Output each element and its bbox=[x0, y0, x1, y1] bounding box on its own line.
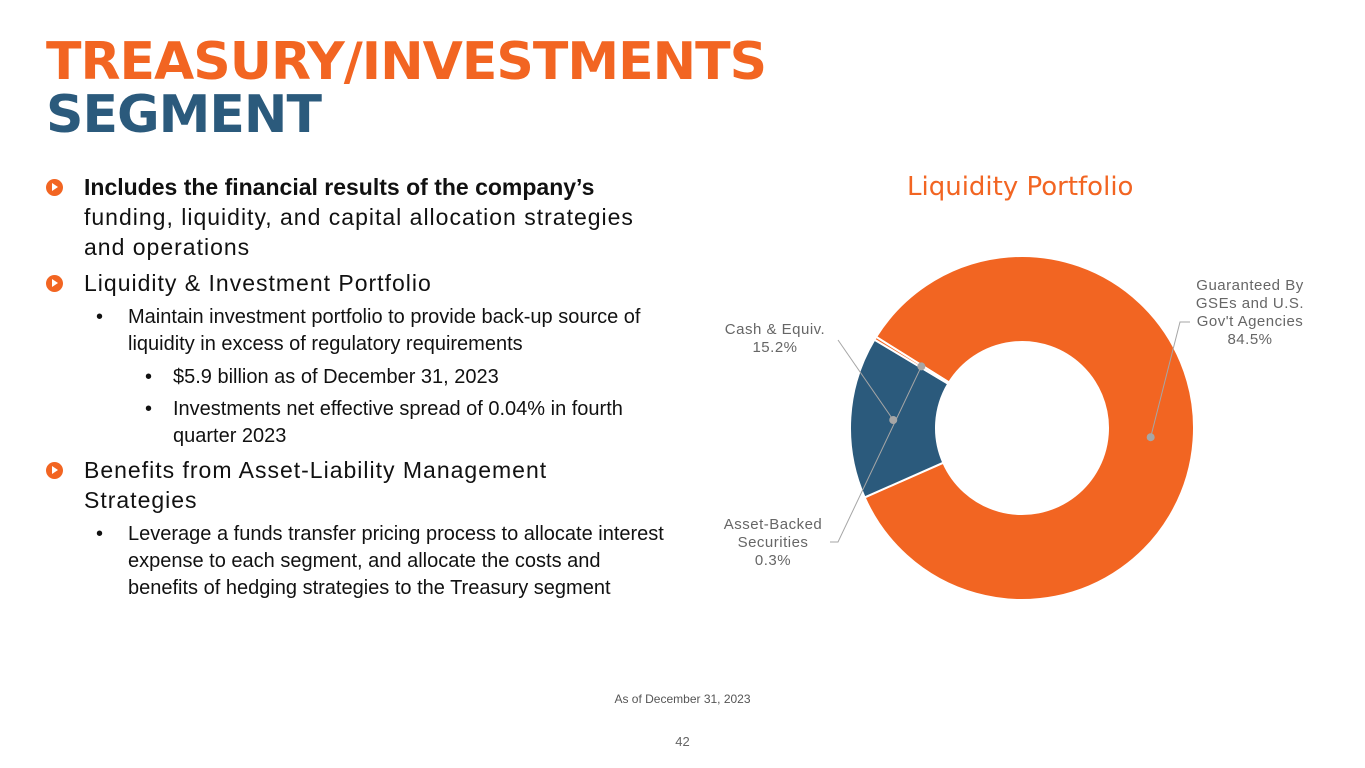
label-asset-backed: Asset-Backed Securities 0.3% bbox=[707, 516, 839, 570]
label-asset-backed-value: 0.3% bbox=[754, 552, 792, 569]
play-bullet-icon bbox=[46, 462, 63, 479]
bullet-liquidity-text: Liquidity & Investment Portfolio bbox=[84, 270, 432, 296]
title-line-2: SEGMENT bbox=[46, 85, 322, 145]
leader-guaranteed bbox=[1150, 321, 1190, 438]
sub-bullet-ftp-text: Leverage a funds transfer pricing proces… bbox=[128, 523, 664, 599]
sub-sub-bullet-billion: • $5.9 billion as of December 31, 2023 bbox=[46, 364, 666, 391]
label-guaranteed-value: 84.5% bbox=[1227, 331, 1273, 348]
bullet-list: Includes the financial results of the co… bbox=[46, 172, 666, 608]
leader-guaranteed-dot bbox=[1146, 433, 1155, 442]
label-guaranteed-name: Guaranteed By GSEs and U.S. Gov't Agenci… bbox=[1195, 277, 1305, 330]
sub-bullet-dot: • bbox=[145, 366, 153, 388]
bullet-liquidity: Liquidity & Investment Portfolio bbox=[46, 268, 666, 298]
footnote: As of December 31, 2023 bbox=[614, 692, 751, 706]
label-cash-value: 15.2% bbox=[752, 339, 798, 356]
leader-asset-backed-dot bbox=[917, 362, 926, 371]
sub-bullet-dot: • bbox=[96, 523, 104, 545]
label-cash-name: Cash & Equiv. bbox=[724, 321, 826, 338]
slice-cash bbox=[849, 338, 950, 499]
slice-guaranteed bbox=[863, 255, 1195, 601]
bullet-funding-bold: Includes the financial results of the co… bbox=[84, 174, 595, 200]
page-number: 42 bbox=[675, 734, 690, 749]
sub-bullet-portfolio-text: Maintain investment portfolio to provide… bbox=[128, 306, 641, 355]
play-bullet-icon bbox=[46, 179, 63, 196]
sub-sub-bullet-billion-text: $5.9 billion as of December 31, 2023 bbox=[173, 366, 499, 388]
title-line-1: TREASURY/INVESTMENTS bbox=[46, 32, 767, 92]
bullet-funding: Includes the financial results of the co… bbox=[46, 172, 666, 262]
slice-asset-backed bbox=[873, 335, 951, 386]
sub-bullet-dot: • bbox=[96, 306, 104, 328]
sub-sub-bullet-spread-text: Investments net effective spread of 0.04… bbox=[173, 398, 623, 447]
play-bullet-icon bbox=[46, 275, 63, 292]
bullet-alm-text: Benefits from Asset-Liability Management… bbox=[84, 457, 548, 513]
sub-bullet-dot: • bbox=[145, 398, 153, 420]
bullet-funding-text: funding, liquidity, and capital allocati… bbox=[84, 204, 634, 260]
label-cash: Cash & Equiv. 15.2% bbox=[705, 321, 845, 357]
sub-bullet-portfolio: • Maintain investment portfolio to provi… bbox=[46, 304, 666, 358]
label-guaranteed: Guaranteed By GSEs and U.S. Gov't Agenci… bbox=[1180, 277, 1320, 349]
bullet-alm: Benefits from Asset-Liability Management… bbox=[46, 455, 666, 515]
leader-cash bbox=[837, 339, 894, 421]
sub-bullet-ftp: • Leverage a funds transfer pricing proc… bbox=[46, 521, 666, 602]
leader-asset-backed bbox=[830, 366, 922, 543]
label-asset-backed-name: Asset-Backed Securities bbox=[723, 516, 823, 551]
sub-sub-bullet-spread: • Investments net effective spread of 0.… bbox=[46, 396, 666, 450]
chart-title: Liquidity Portfolio bbox=[907, 172, 1134, 202]
